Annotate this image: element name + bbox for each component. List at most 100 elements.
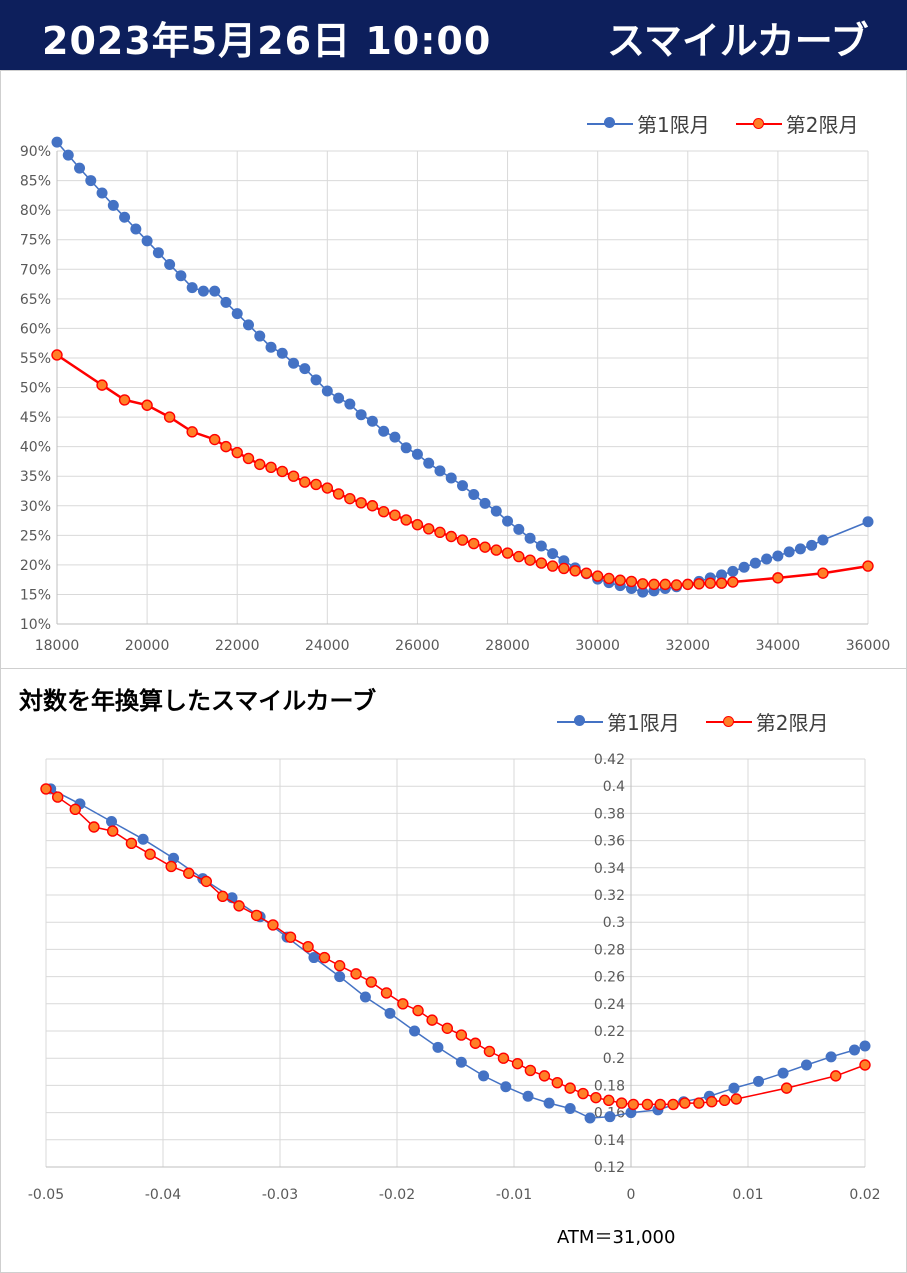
series-1-point	[761, 553, 773, 565]
series-2-point	[333, 960, 346, 972]
series-1-point	[522, 1090, 534, 1102]
series-1-point	[389, 431, 401, 443]
series-2-point	[455, 1029, 468, 1041]
y-tick-label: 0.3	[603, 915, 625, 931]
series-2-point	[524, 1064, 537, 1077]
x-tick-label: 0.02	[849, 1187, 880, 1203]
y-tick-label: 0.32	[594, 888, 625, 904]
series-1-point	[806, 539, 818, 551]
series-2-point	[497, 1052, 510, 1064]
chart1-legend: 第1限月 第2限月	[587, 109, 884, 138]
series-2	[40, 783, 871, 1111]
y-tick-label: 55%	[20, 351, 51, 367]
legend-item-series2: 第2限月	[735, 109, 858, 138]
series-1-point	[783, 546, 795, 558]
y-tick-label: 40%	[20, 440, 51, 456]
series-2	[51, 349, 874, 591]
series-2-point	[40, 783, 52, 795]
series-2-point	[200, 875, 212, 888]
series-2-point	[590, 1091, 602, 1104]
series-2-point	[727, 576, 739, 588]
y-tick-label: 25%	[20, 528, 51, 544]
series-1-point	[409, 1025, 421, 1037]
y-tick-label: 85%	[20, 174, 51, 190]
series-1-point	[848, 1044, 860, 1056]
series-2-point	[859, 1059, 871, 1071]
series-1-point	[500, 1081, 512, 1093]
series-1-point	[455, 1056, 467, 1068]
series-1-point	[817, 534, 829, 546]
y-tick-label: 45%	[20, 410, 51, 426]
series-2-point	[144, 848, 156, 860]
series-1-point	[288, 357, 300, 369]
series-2-point	[380, 987, 393, 999]
series-1-point	[547, 548, 559, 560]
series-2-point	[441, 1022, 454, 1034]
series-1-point	[543, 1097, 555, 1109]
series-1-point	[445, 472, 457, 484]
series-1-point	[604, 1111, 616, 1123]
series-1-point	[502, 515, 514, 527]
series-2-point	[233, 900, 245, 912]
y-tick-label: 0.34	[594, 861, 625, 877]
series-2-point	[780, 1082, 793, 1094]
series-1-point	[299, 363, 311, 375]
series-2-point	[730, 1093, 742, 1105]
x-tick-label: 28000	[485, 638, 530, 654]
series-1-point	[137, 833, 149, 845]
series-2-point	[603, 1094, 615, 1107]
series-2-point	[501, 547, 514, 559]
series-2-point	[670, 579, 683, 591]
chart-panel-2: 対数を年換算したスマイルカーブ 第1限月 第2限月 -0.05 -0.04 -0.0…	[0, 668, 907, 1273]
series-2-point	[332, 488, 345, 500]
series-2-point	[377, 505, 390, 518]
series-1-point	[535, 540, 547, 552]
series-2-point	[569, 565, 581, 577]
legend-label-series1: 第1限月	[637, 113, 710, 137]
series-1	[45, 783, 871, 1124]
series-1-point	[801, 1059, 812, 1071]
series-1-line	[50, 788, 866, 1119]
series-2-point	[208, 433, 221, 446]
series-1-point	[96, 187, 108, 199]
series-2-point	[614, 574, 626, 586]
series-1-point	[106, 816, 118, 828]
series-1	[51, 136, 874, 598]
series-1-point	[411, 448, 423, 460]
series-1-point	[434, 465, 446, 477]
y-tick-label: 20%	[20, 558, 51, 574]
series-1-point	[85, 175, 97, 187]
series-2-point	[558, 562, 570, 575]
series-2-point	[318, 951, 331, 964]
series-2-point	[265, 461, 277, 474]
series-1-point	[794, 543, 806, 555]
series-2-point	[366, 500, 379, 512]
series-2-point	[276, 465, 288, 478]
x-tick-label: -0.01	[496, 1187, 532, 1203]
series-1-point	[738, 561, 750, 573]
series-2-point	[538, 1070, 551, 1082]
x-tick-label: -0.04	[145, 1187, 181, 1203]
legend-label-series2: 第2限月	[755, 711, 829, 735]
series-1-point	[175, 270, 187, 282]
series-1-point	[276, 347, 288, 359]
series-2-point	[483, 1045, 496, 1058]
x-tick-label: 24000	[305, 638, 350, 654]
series-2-point	[344, 492, 356, 505]
series-1-point	[479, 497, 491, 509]
series-2-line	[56, 353, 869, 587]
series-1-point	[727, 565, 739, 577]
series-2-point	[88, 821, 100, 833]
series-1-point	[186, 282, 198, 294]
series-1-point	[728, 1082, 740, 1094]
series-1-point	[333, 392, 345, 404]
series-1-point	[265, 341, 277, 353]
y-tick-label: 0.2	[603, 1051, 625, 1067]
series-1-point	[310, 374, 322, 386]
y-tick-label: 0.12	[594, 1160, 625, 1176]
series-2-point	[141, 399, 153, 411]
series-2-point	[603, 572, 615, 585]
series-1-point	[359, 991, 371, 1003]
series-1-point	[825, 1051, 837, 1063]
series-1-point	[254, 330, 266, 342]
